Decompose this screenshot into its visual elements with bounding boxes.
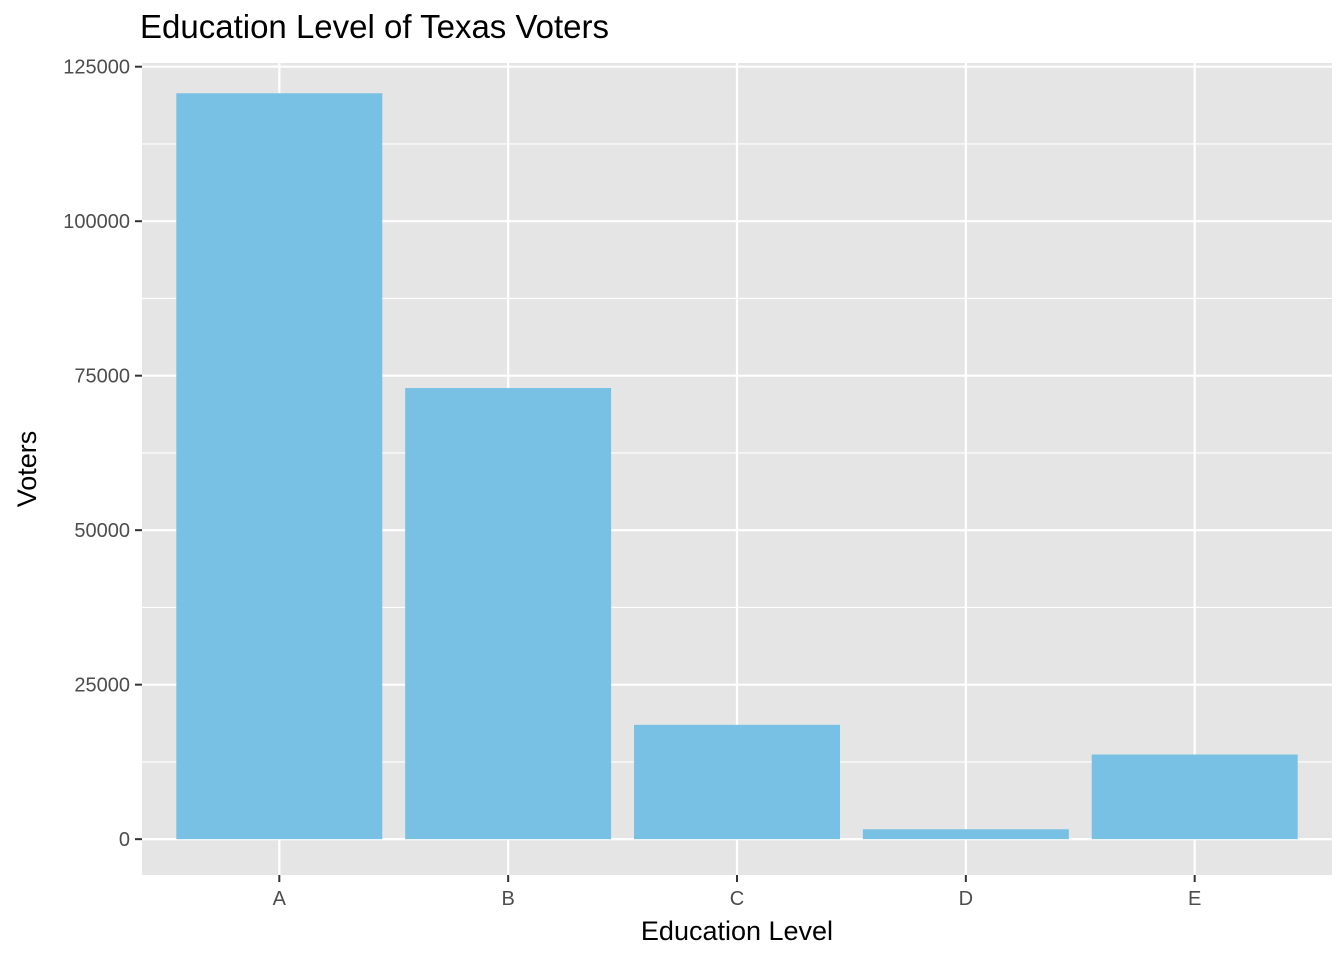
y-axis: 0 25000 50000 75000 100000 125000: [63, 57, 142, 851]
y-tick-label: 25000: [74, 675, 130, 697]
y-axis-title: Voters: [12, 431, 42, 508]
bar-b: [405, 388, 612, 840]
bar-a: [176, 93, 383, 840]
x-tick-label: C: [730, 888, 744, 910]
y-tick-label: 50000: [74, 520, 130, 542]
x-tick-label: E: [1188, 888, 1201, 910]
bar-e: [1091, 754, 1298, 840]
bar-c: [634, 724, 840, 840]
y-tick-label: 0: [119, 829, 130, 851]
chart-title: Education Level of Texas Voters: [140, 8, 609, 45]
x-axis-title: Education Level: [641, 916, 833, 946]
y-tick-label: 100000: [63, 211, 130, 233]
x-tick-label: A: [273, 888, 287, 910]
y-tick-label: 125000: [63, 57, 130, 79]
x-axis: A B C D E: [273, 875, 1201, 910]
x-tick-label: B: [501, 888, 514, 910]
y-tick-label: 75000: [74, 366, 130, 388]
bars: [176, 93, 1298, 840]
bar-d: [862, 829, 1069, 840]
x-tick-label: D: [959, 888, 973, 910]
